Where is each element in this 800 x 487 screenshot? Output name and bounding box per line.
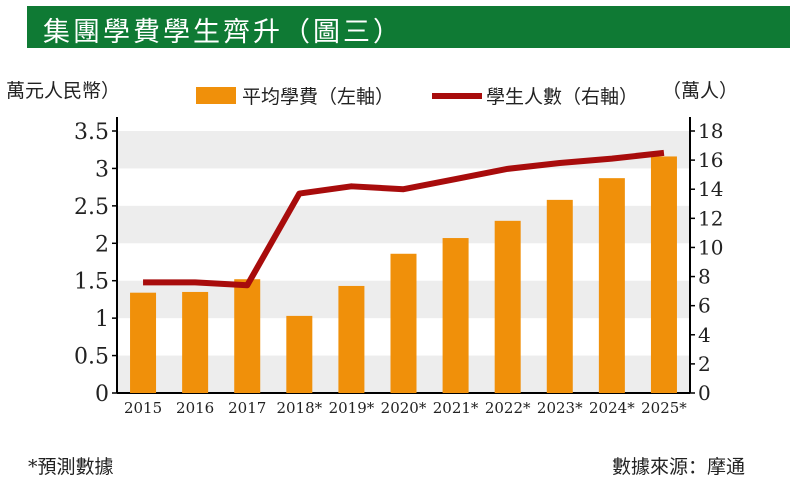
legend-bar-label: 平均學費（左軸） <box>242 86 395 108</box>
x-tick-label: 2018* <box>276 399 322 417</box>
x-tick-label: 2025* <box>641 399 687 417</box>
left-tick-label: 3.5 <box>74 120 109 145</box>
legend-line-label: 學生人數（右軸） <box>486 86 639 108</box>
x-tick-label: 2017 <box>228 399 266 417</box>
right-axis-unit: （萬人） <box>662 80 739 102</box>
title-bar: 集團學費學生齊升（圖三） <box>27 6 790 48</box>
bar-2023 <box>546 199 573 393</box>
bar-2019 <box>338 285 365 393</box>
x-tick-label: 2021* <box>433 399 479 417</box>
bar-2025 <box>650 156 677 393</box>
right-tick-label: 0 <box>698 381 711 405</box>
bar-2016 <box>182 291 209 393</box>
footnote: *預測數據 <box>28 456 114 478</box>
left-tick-label: 3 <box>95 157 109 182</box>
chart-title: 集團學費學生齊升（圖三） <box>43 17 403 48</box>
grid-band <box>117 131 690 169</box>
right-tick-label: 6 <box>698 294 711 318</box>
x-tick-label: 2019* <box>329 399 375 417</box>
x-tick-label: 2020* <box>381 399 427 417</box>
right-tick-label: 2 <box>698 352 711 376</box>
right-tick-label: 8 <box>698 265 711 289</box>
left-tick-label: 0 <box>95 382 109 407</box>
legend-bar: 平均學費（左軸） <box>196 82 394 109</box>
legend-bar-swatch <box>196 87 236 104</box>
x-tick-label: 2023* <box>537 399 583 417</box>
bar-2015 <box>130 292 157 393</box>
left-tick-label: 2 <box>95 232 109 257</box>
x-tick-label: 2015 <box>124 399 162 417</box>
bar-2018 <box>286 315 313 393</box>
right-tick-label: 12 <box>698 206 723 230</box>
left-tick-label: 1 <box>95 307 109 332</box>
legend-line-swatch <box>432 92 482 99</box>
right-tick-label: 10 <box>698 235 723 259</box>
left-axis-unit: 萬元人民幣） <box>6 80 121 102</box>
bar-2024 <box>598 178 625 393</box>
source-note: 數據來源：摩通 <box>612 456 746 478</box>
right-tick-label: 4 <box>698 323 711 347</box>
bar-2020 <box>390 253 417 393</box>
right-tick-label: 18 <box>698 119 723 143</box>
grid-band <box>117 205 690 244</box>
bar-2022 <box>494 220 521 393</box>
legend-line: 學生人數（右軸） <box>432 82 638 109</box>
left-tick-label: 0.5 <box>74 345 109 370</box>
left-tick-label: 2.5 <box>74 195 109 220</box>
x-tick-label: 2022* <box>485 399 531 417</box>
left-tick-label: 1.5 <box>74 270 109 295</box>
x-tick-label: 2016 <box>176 399 214 417</box>
right-tick-label: 14 <box>698 177 723 201</box>
bar-2021 <box>442 238 469 393</box>
plot-top-pad <box>117 117 690 131</box>
x-tick-label: 2024* <box>589 399 635 417</box>
bar-2017 <box>234 279 261 393</box>
right-tick-label: 16 <box>698 148 723 172</box>
